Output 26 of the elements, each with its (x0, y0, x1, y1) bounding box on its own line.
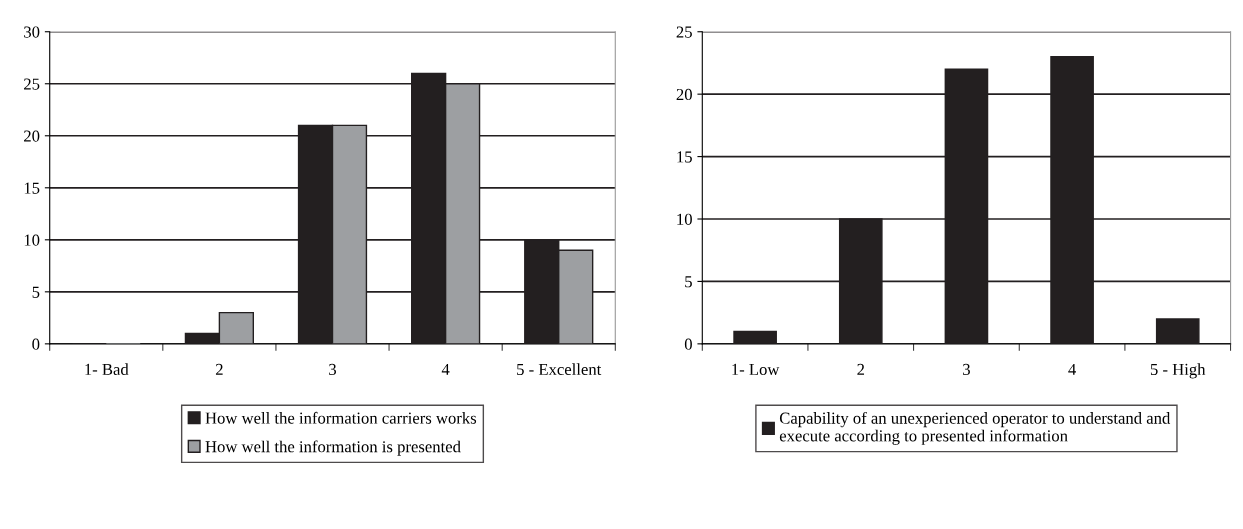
y-tick-label: 30 (24, 26, 40, 38)
y-tick-label: 15 (677, 151, 692, 163)
x-tick-label: 4 (441, 363, 450, 375)
x-tick-label: 1- Low (732, 363, 780, 376)
legend-label: How well the information carriers works (205, 411, 477, 424)
legend-label: Capability of an unexperienced operator to understand and execute according to presented information (779, 411, 1171, 445)
legend-label: How well the information is presented (205, 440, 461, 456)
x-tick-label: 4 (1068, 363, 1076, 375)
y-tick-label: 5 (685, 276, 692, 288)
y-tick-label: 15 (24, 182, 40, 194)
x-tick-label: 3 (963, 363, 970, 376)
y-tick-label: 25 (676, 26, 692, 38)
x-tick-label: 2 (857, 363, 865, 375)
x-tick-label: 5 - High (1150, 363, 1206, 379)
x-tick-label: 3 (329, 363, 337, 376)
y-tick-label: 25 (24, 78, 40, 90)
y-tick-label: 10 (677, 213, 692, 225)
y-tick-label: 20 (676, 88, 692, 101)
x-tick-label: 1- Bad (85, 363, 129, 376)
x-tick-label: 5 - Excellent (517, 363, 602, 376)
y-tick-label: 0 (684, 338, 692, 350)
y-tick-label: 0 (32, 338, 40, 350)
y-tick-label: 20 (24, 130, 40, 142)
y-tick-label: 5 (32, 286, 40, 298)
y-tick-label: 10 (24, 234, 40, 246)
x-tick-label: 2 (215, 363, 223, 375)
